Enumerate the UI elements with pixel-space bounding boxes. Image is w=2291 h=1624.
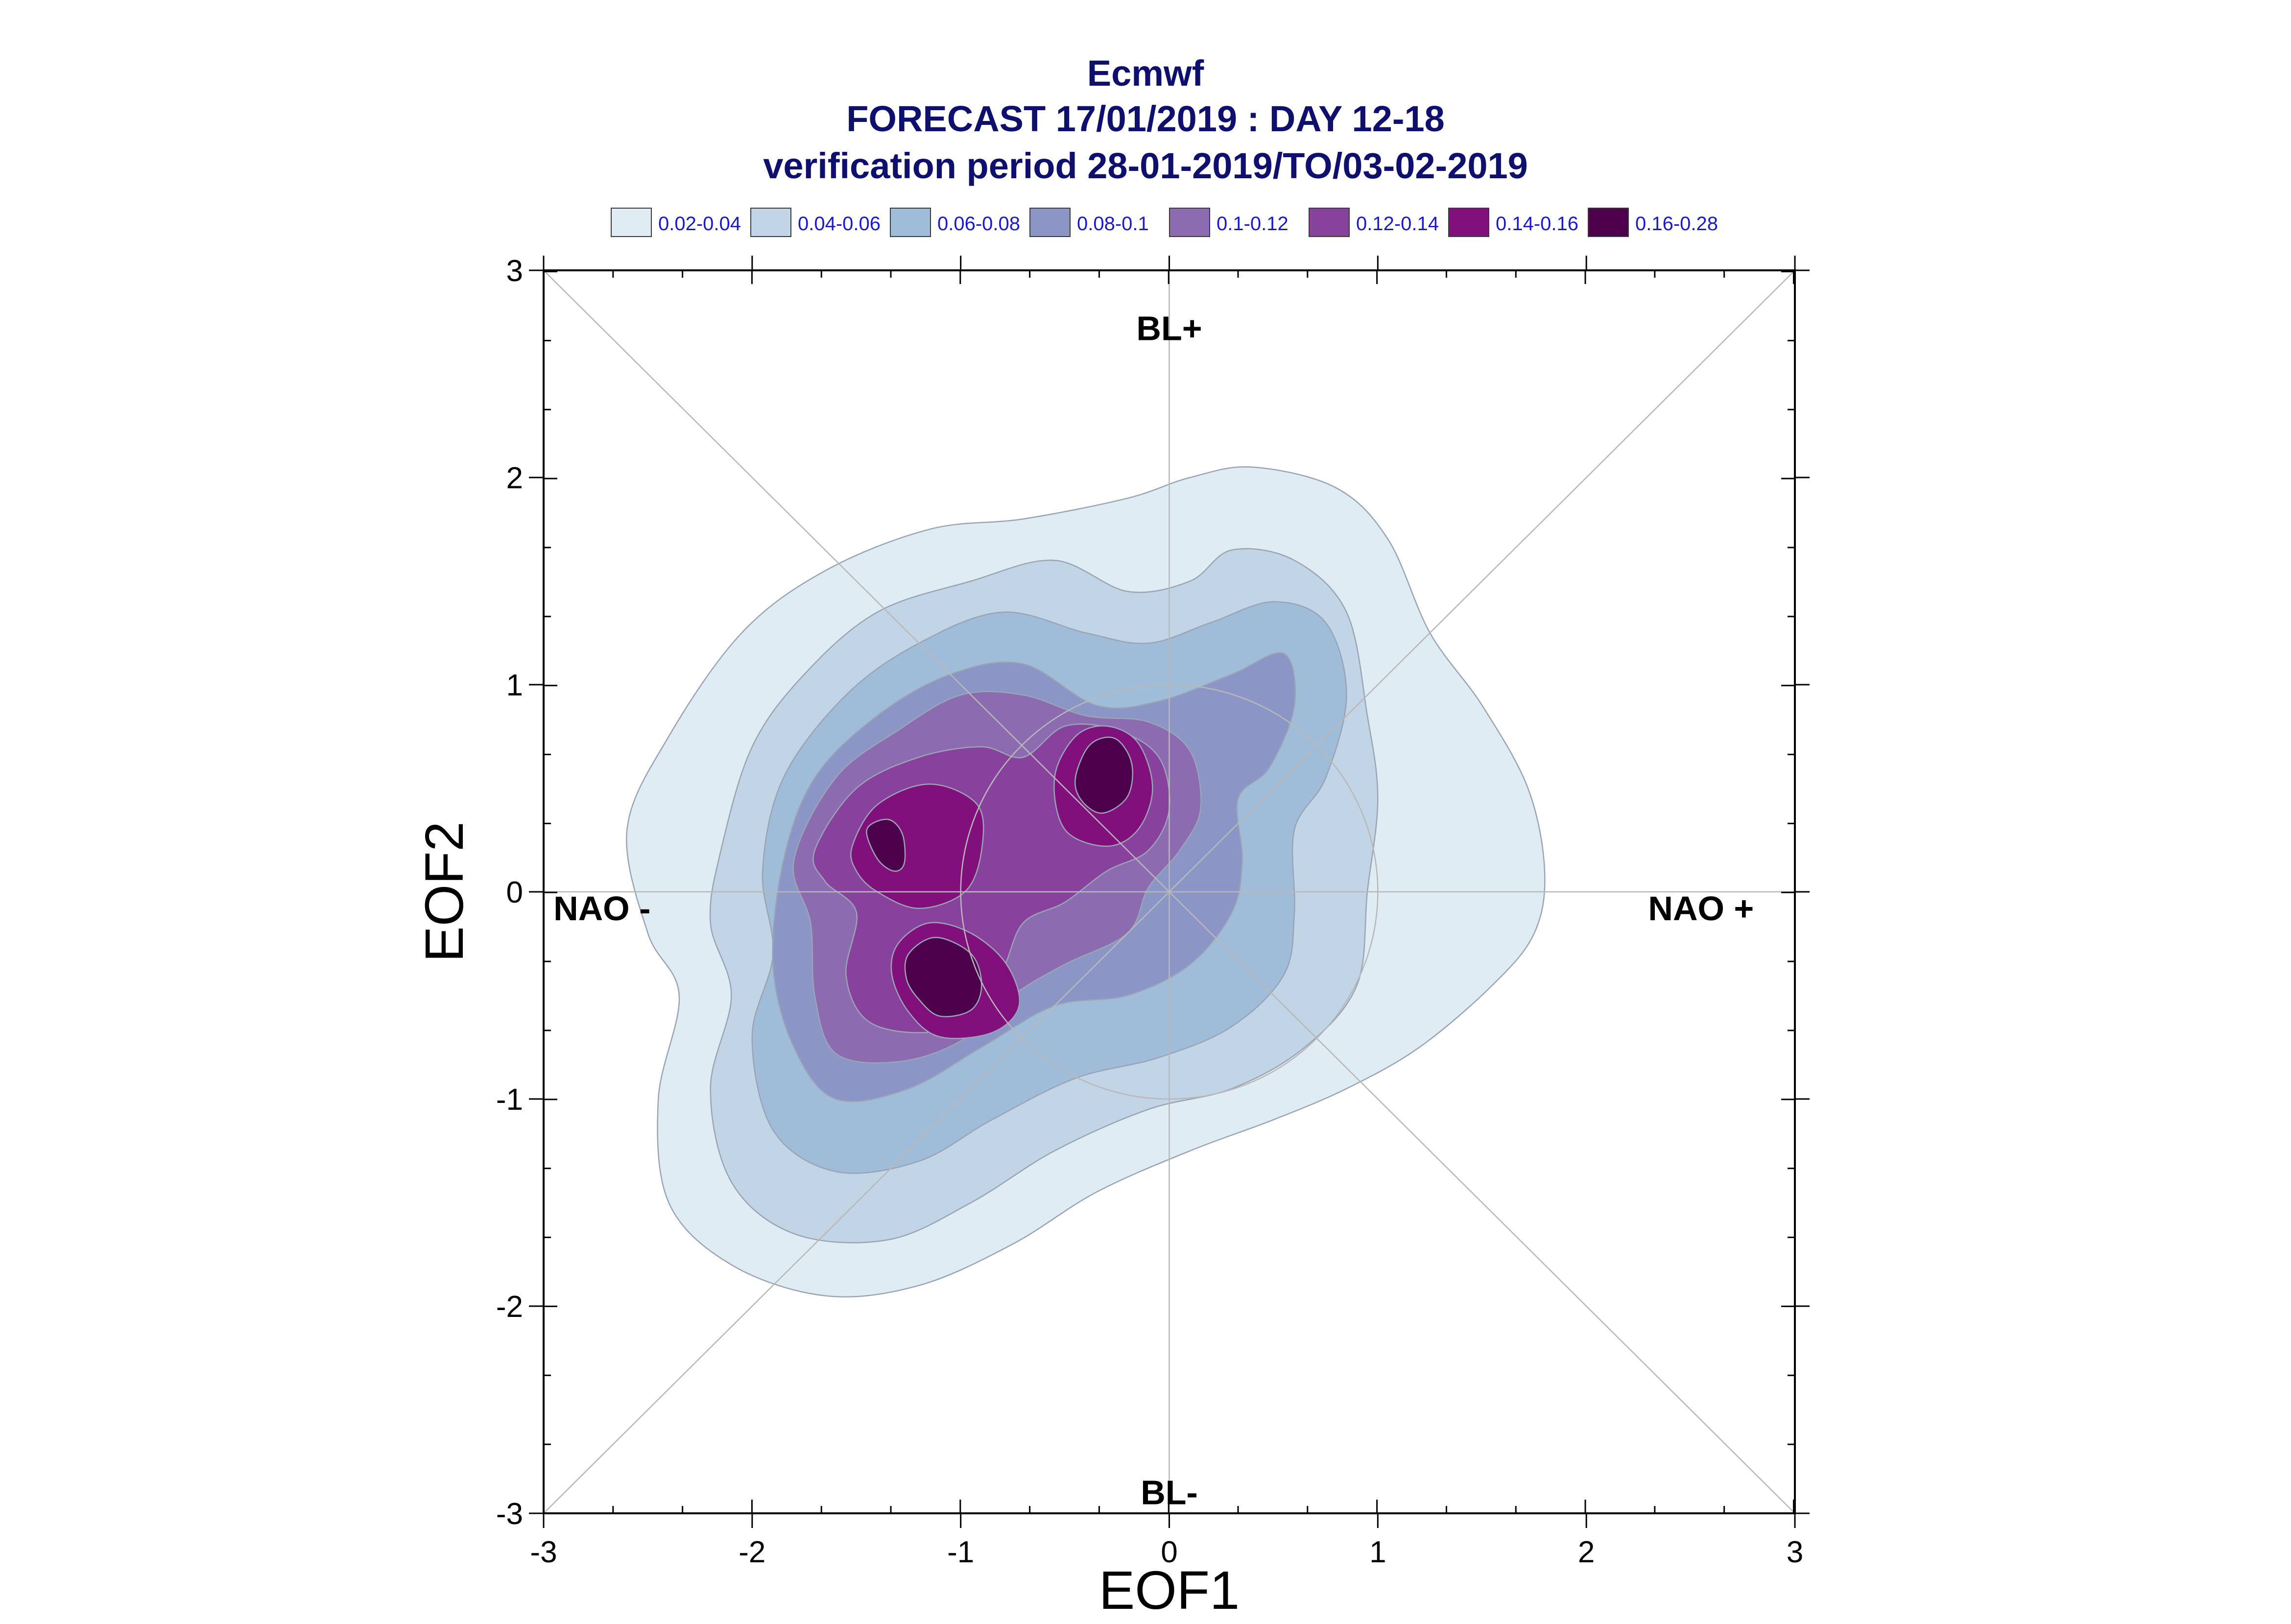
legend-label-8: 0.16-0.28 [1635, 213, 1718, 235]
legend-entry-8: 0.16-0.28 [1588, 208, 1718, 237]
legend-swatch-6 [1309, 208, 1350, 237]
x-tick-label-5: 1 [1369, 1535, 1386, 1569]
legend-swatch-8 [1588, 208, 1629, 237]
y-axis-label: EOF2 [414, 821, 475, 962]
legend-entry-1: 0.02-0.04 [611, 208, 741, 237]
regime-labels: BL+ BL- NAO - NAO + [553, 309, 1754, 1511]
legend-entry-7: 0.14-0.16 [1448, 208, 1578, 237]
x-axis-label: EOF1 [1099, 1560, 1240, 1621]
contour-level-8-region-2 [1074, 737, 1133, 814]
axis-labels: EOF1 EOF2 [414, 821, 1240, 1621]
legend-swatch-1 [611, 208, 652, 237]
x-tick-label-6: 2 [1578, 1535, 1595, 1569]
regime-label-blplus: BL+ [1136, 309, 1202, 347]
legend-swatch-4 [1029, 208, 1071, 237]
y-tick-label-6: 2 [506, 461, 523, 495]
contour-fills [626, 466, 1546, 1298]
contour-level-8-region-3 [904, 936, 982, 1018]
legend-swatch-3 [890, 208, 931, 237]
unit-circle [960, 684, 1379, 1100]
legend-label-3: 0.06-0.08 [937, 213, 1020, 235]
y-tick-label-2: -2 [496, 1290, 523, 1324]
legend-swatch-5 [1169, 208, 1210, 237]
legend: 0.02-0.04 0.04-0.06 0.06-0.08 0.08-0.1 0.1-0… [611, 208, 1718, 237]
legend-label-4: 0.08-0.1 [1077, 213, 1149, 235]
contour-level-7-region-1 [850, 783, 984, 909]
title-line-3: verification period 28-01-2019/TO/03-02-… [763, 145, 1528, 186]
legend-swatch-2 [750, 208, 791, 237]
legend-entry-6: 0.12-0.14 [1309, 208, 1439, 237]
legend-label-7: 0.14-0.16 [1496, 213, 1578, 235]
y-tick-label-3: -1 [496, 1083, 523, 1117]
x-tick-label-3: -1 [947, 1535, 974, 1569]
legend-swatch-7 [1448, 208, 1489, 237]
contour-level-8-region-1 [866, 818, 906, 872]
axis-ticks: -3 -2 -1 0 1 2 3 -3 -2 -1 0 1 2 3 [496, 254, 1810, 1569]
legend-label-1: 0.02-0.04 [658, 213, 741, 235]
legend-label-5: 0.1-0.12 [1217, 213, 1289, 235]
title-line-1: Ecmwf [1087, 53, 1204, 94]
x-tick-label-2: -2 [739, 1535, 765, 1569]
x-tick-label-7: 3 [1787, 1535, 1803, 1569]
y-tick-label-1: -3 [496, 1497, 523, 1531]
legend-label-6: 0.12-0.14 [1356, 213, 1439, 235]
y-tick-label-5: 1 [506, 669, 523, 702]
legend-entry-5: 0.1-0.12 [1169, 208, 1289, 237]
regime-label-blminus: BL- [1141, 1474, 1198, 1512]
reference-lines [543, 270, 1795, 1514]
legend-entry-3: 0.06-0.08 [890, 208, 1020, 237]
x-tick-label-1: -3 [530, 1535, 557, 1569]
legend-label-2: 0.04-0.06 [798, 213, 881, 235]
y-tick-label-7: 3 [506, 254, 523, 288]
regime-label-naominus: NAO - [553, 889, 650, 928]
regime-label-naoplus: NAO + [1648, 889, 1754, 928]
legend-entry-2: 0.04-0.06 [750, 208, 881, 237]
y-tick-label-4: 0 [506, 876, 523, 909]
legend-entry-4: 0.08-0.1 [1029, 208, 1149, 237]
title-line-2: FORECAST 17/01/2019 : DAY 12-18 [846, 98, 1445, 139]
x-tick-label-4: 0 [1161, 1535, 1177, 1569]
